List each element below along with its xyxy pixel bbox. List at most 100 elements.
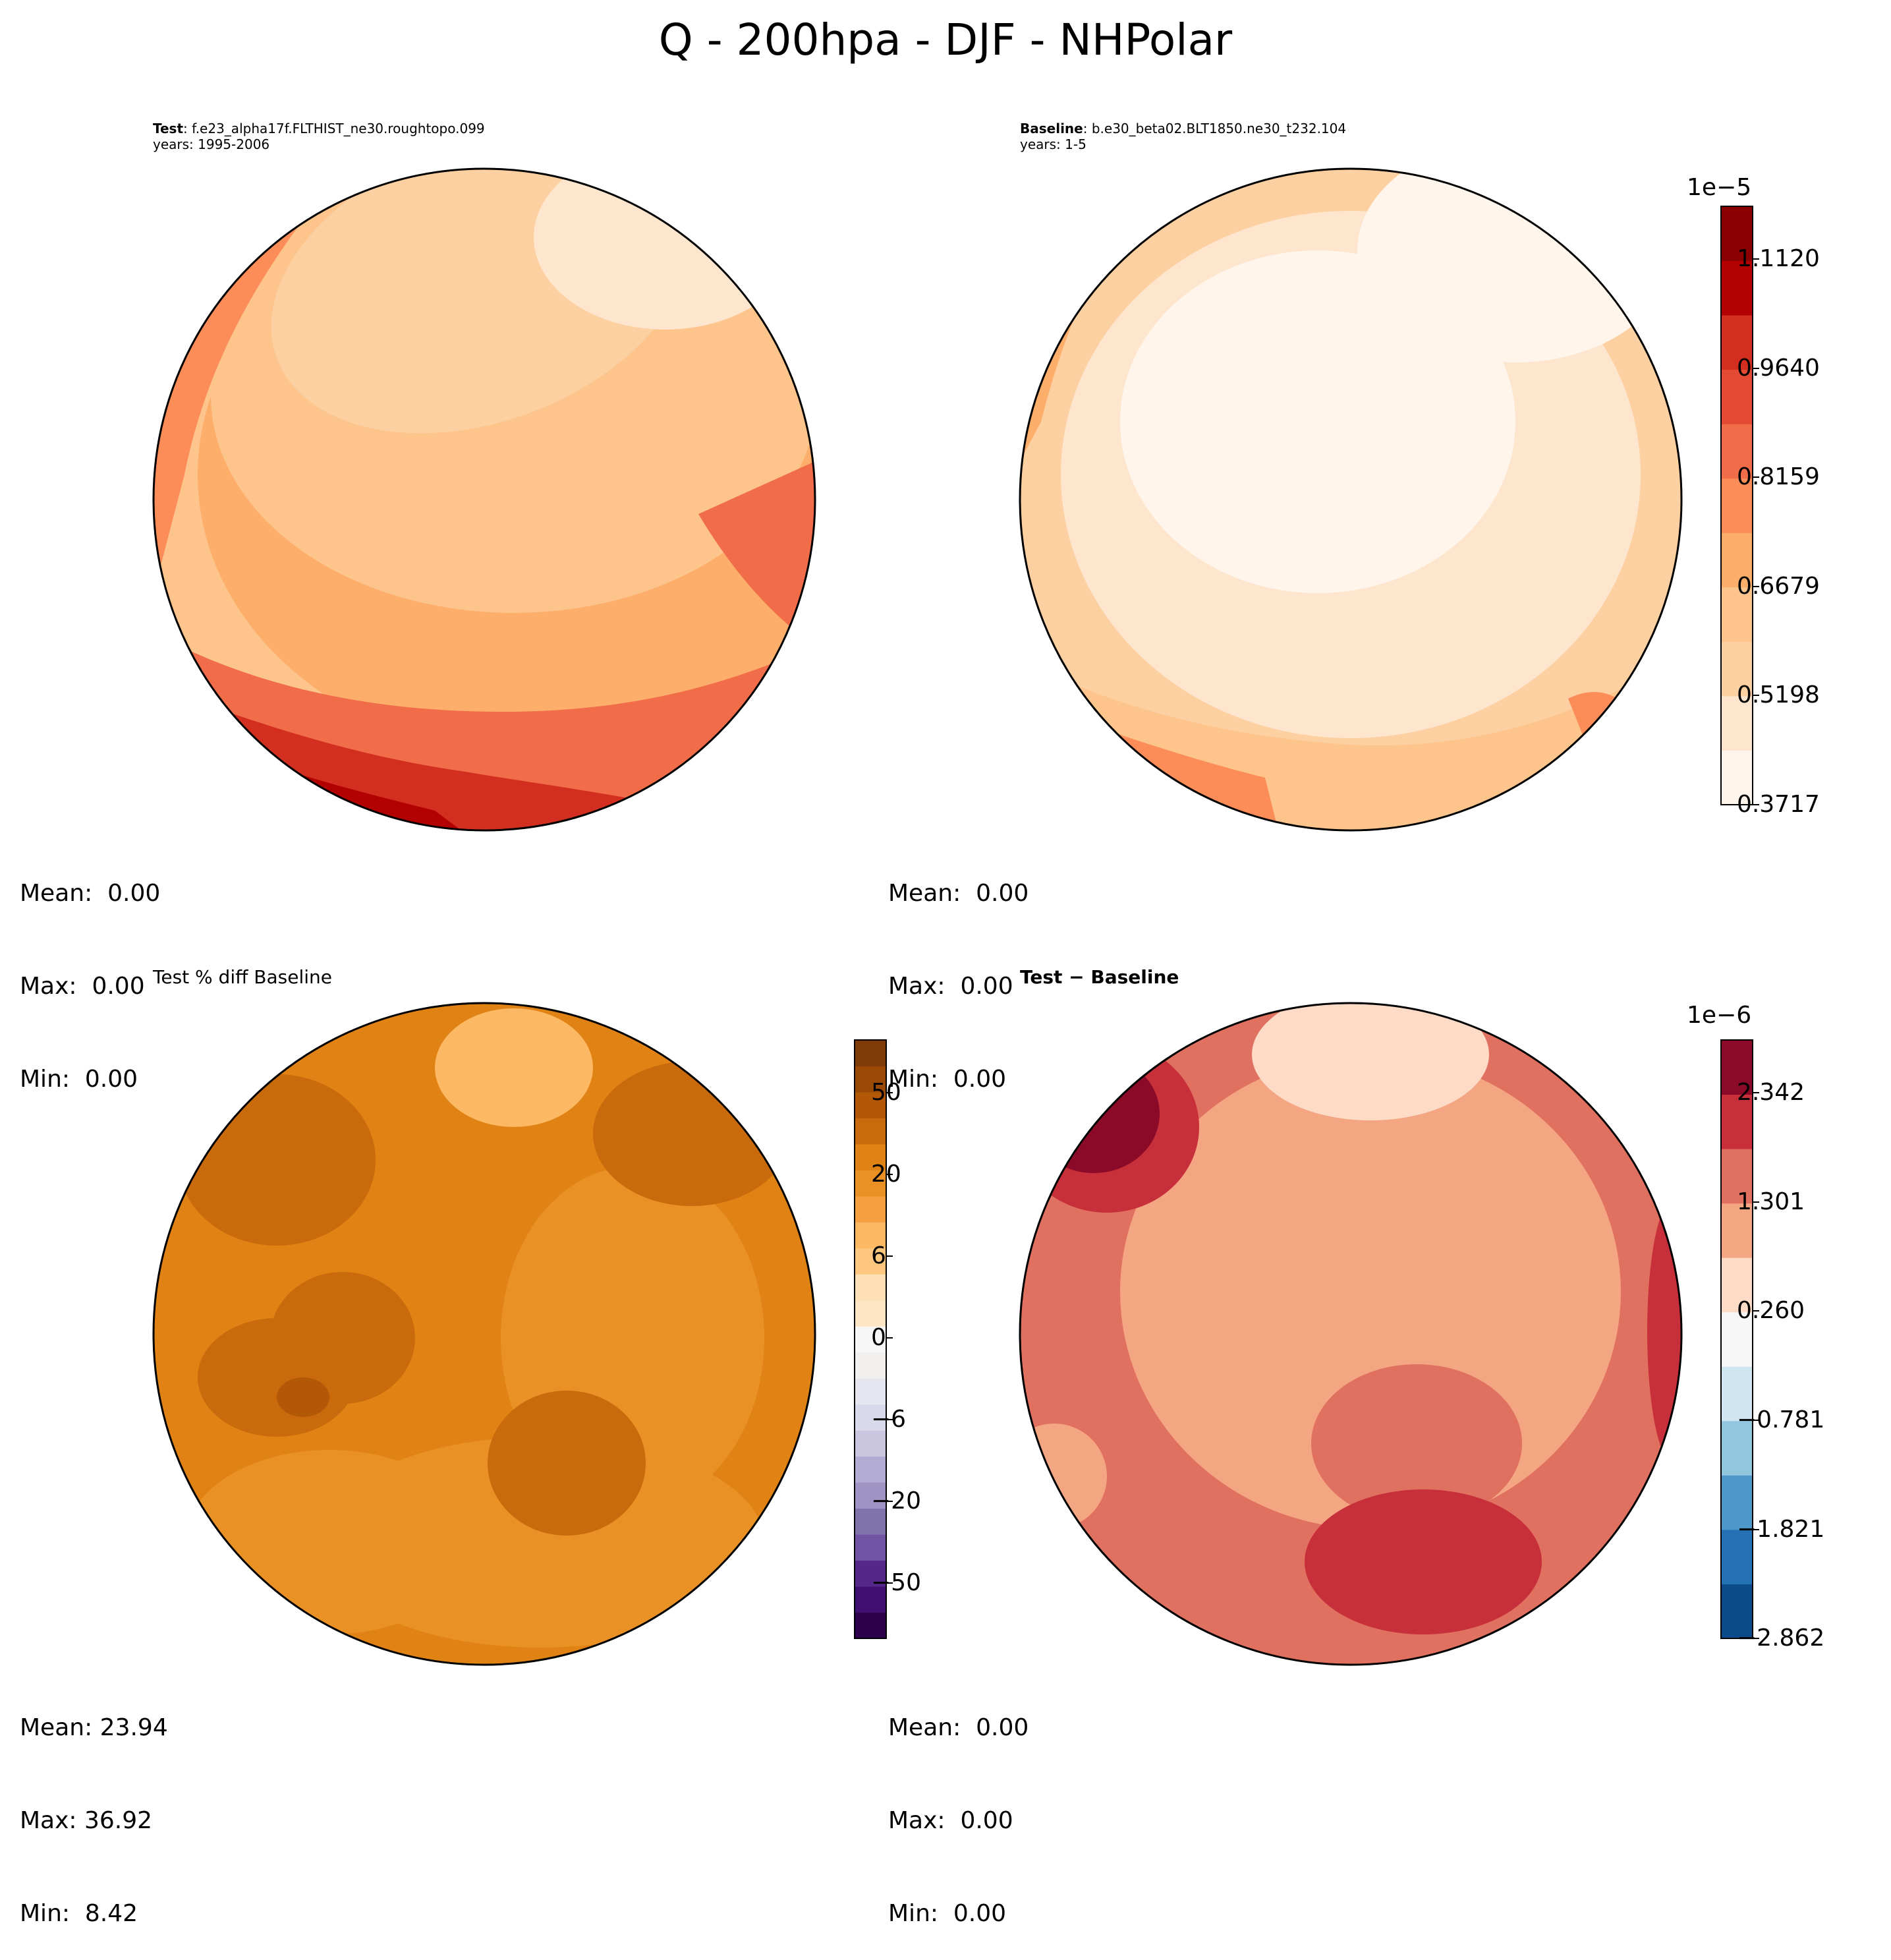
colorbar-diff-tick: −2.862	[1737, 1625, 1825, 1652]
pctdiff-panel-title: Test % diff Baseline	[153, 966, 333, 988]
colorbar-diff-tick: 2.342	[1737, 1079, 1805, 1106]
diff-panel-title: Test − Baseline	[1020, 966, 1179, 988]
colorbar-swatch	[855, 1300, 886, 1327]
colorbar-pctdiff	[854, 1039, 893, 1639]
colorbar-diff-tick: −0.781	[1737, 1406, 1825, 1433]
colorbar-swatch	[1721, 587, 1753, 642]
colorbar-swatch	[855, 1040, 886, 1066]
baseline-years: years: 1-5	[1020, 136, 1087, 152]
colorbar-swatch	[855, 1586, 886, 1613]
colorbar-swatch	[855, 1196, 886, 1223]
stat-max: Max: 0.00	[888, 973, 1013, 1000]
pctdiff-map	[152, 1002, 816, 1666]
colorbar-swatch	[1721, 206, 1753, 262]
colorbar-swatch	[1721, 1257, 1753, 1313]
colorbar-swatch	[855, 1118, 886, 1145]
stat-max: Max: 0.00	[20, 973, 145, 1000]
test-panel-title: Test: f.e23_alpha17f.FLTHIST_ne30.rought…	[153, 121, 485, 136]
colorbar-frame	[1720, 1039, 1753, 1639]
colorbar-q-tick: 0.9640	[1737, 355, 1820, 382]
colorbar-diff-tick: −1.821	[1737, 1516, 1825, 1543]
colorbar-frame	[1720, 206, 1753, 805]
colorbar-swatch	[1721, 695, 1753, 751]
test-label-bold: Test	[153, 121, 184, 136]
stat-mean: Mean: 0.00	[888, 1714, 1029, 1741]
colorbar-q-tick: 0.5198	[1737, 681, 1820, 708]
baseline-label-case: : b.e30_beta02.BLT1850.ne30_t232.104	[1083, 121, 1347, 136]
stat-mean: Mean: 0.00	[888, 880, 1029, 907]
colorbar-pct-tick: 20	[871, 1161, 901, 1188]
colorbar-swatch	[855, 1378, 886, 1405]
colorbar-pct-tick: −50	[871, 1569, 921, 1596]
maps-canvas	[152, 167, 1759, 1666]
stat-max: Max: 36.92	[20, 1807, 153, 1834]
diff-title-test: Test	[1020, 966, 1063, 988]
diff-title-baseline: Baseline	[1090, 966, 1179, 988]
colorbar-swatch	[855, 1248, 886, 1275]
colorbar-swatch	[855, 1482, 886, 1509]
colorbar-swatch	[855, 1612, 886, 1639]
diff-title-minus: −	[1062, 966, 1091, 988]
colorbar-diff	[1720, 1039, 1759, 1639]
colorbar-swatch	[855, 1143, 886, 1170]
stat-mean: Mean: 23.94	[20, 1714, 168, 1741]
colorbar-diff-tick: 0.260	[1737, 1297, 1805, 1324]
stat-min: Min: 0.00	[20, 1066, 138, 1093]
colorbar-swatch	[855, 1352, 886, 1379]
colorbar-swatch	[855, 1091, 886, 1118]
test-stats: Mean: 0.00 Max: 0.00 Min: 0.00	[20, 816, 160, 1126]
stat-min: Min: 8.42	[20, 1900, 138, 1927]
colorbar-pct-tick: −20	[871, 1487, 921, 1514]
colorbar-swatch	[855, 1404, 886, 1431]
colorbar-swatch	[1721, 1040, 1753, 1095]
colorbar-swatch	[1721, 1475, 1753, 1530]
colorbar-q-tick: 0.8159	[1737, 463, 1820, 490]
colorbar-swatch	[1721, 478, 1753, 533]
colorbar-swatch	[1721, 750, 1753, 805]
colorbar-swatch	[855, 1430, 886, 1457]
colorbar-swatch	[1721, 533, 1753, 588]
test-years: years: 1995-2006	[153, 136, 270, 152]
colorbar-q-tick: 0.6679	[1737, 573, 1820, 600]
colorbar-pct-tick: 6	[871, 1242, 886, 1269]
colorbar-swatch	[1721, 1149, 1753, 1204]
colorbar-swatch	[1721, 315, 1753, 370]
stat-min: Min: 0.00	[888, 1900, 1007, 1927]
colorbar-pct-tick: 0	[871, 1324, 886, 1351]
colorbar-swatch	[855, 1274, 886, 1301]
colorbar-q-exponent: 1e−5	[1687, 174, 1752, 201]
colorbar-swatch	[855, 1222, 886, 1249]
diff-stats: Mean: 0.00 Max: 0.00 Min: 0.00	[888, 1650, 1029, 1960]
test-label-case: : f.e23_alpha17f.FLTHIST_ne30.roughtopo.…	[183, 121, 485, 136]
colorbar-swatch	[1721, 1203, 1753, 1258]
colorbar-diff-tick: 1.301	[1737, 1188, 1805, 1215]
colorbar-swatch	[1721, 1420, 1753, 1476]
stat-max: Max: 0.00	[888, 1807, 1013, 1834]
colorbar-q	[1720, 206, 1759, 805]
colorbar-swatch	[1721, 369, 1753, 424]
colorbar-swatch	[855, 1560, 886, 1587]
pctdiff-stats: Mean: 23.94 Max: 36.92 Min: 8.42	[20, 1650, 168, 1960]
colorbar-swatch	[855, 1534, 886, 1561]
colorbar-swatch	[855, 1508, 886, 1535]
colorbar-swatch	[1721, 1094, 1753, 1149]
colorbar-swatch	[1721, 1366, 1753, 1422]
baseline-panel-title: Baseline: b.e30_beta02.BLT1850.ne30_t232…	[1020, 121, 1346, 136]
colorbar-frame	[854, 1039, 887, 1639]
baseline-stats: Mean: 0.00 Max: 0.00 Min: 0.00	[888, 816, 1029, 1126]
colorbar-swatch	[1721, 1311, 1753, 1367]
stat-mean: Mean: 0.00	[20, 880, 161, 907]
baseline-map	[1019, 167, 1683, 832]
colorbar-swatch	[1721, 260, 1753, 316]
colorbar-pct-tick: −6	[871, 1406, 907, 1433]
colorbar-swatch	[855, 1066, 886, 1093]
colorbar-diff-exponent: 1e−6	[1687, 1002, 1752, 1029]
colorbar-swatch	[1721, 424, 1753, 479]
colorbar-swatch	[855, 1326, 886, 1353]
diff-map	[1019, 1002, 1683, 1666]
test-map	[152, 167, 816, 832]
colorbar-swatch	[855, 1170, 886, 1197]
colorbar-swatch	[1721, 641, 1753, 697]
baseline-label-bold: Baseline	[1020, 121, 1083, 136]
colorbar-q-tick: 0.3717	[1737, 791, 1820, 818]
